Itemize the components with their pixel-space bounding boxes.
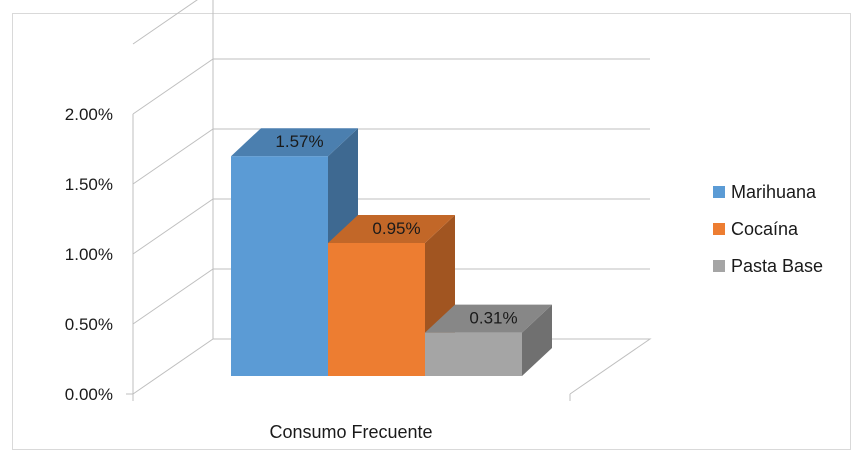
bar-top-face [328,215,455,243]
y-tick-label: 2.00% [65,105,113,124]
bar-coca-na [328,215,455,376]
legend: Marihuana Cocaína Pasta Base [713,182,823,276]
legend-item: Cocaína [713,219,799,239]
y-tick-label: 0.50% [65,315,113,334]
bar-front-face [425,332,522,376]
legend-swatch [713,260,725,272]
legend-item: Pasta Base [713,256,823,276]
gridline [132,0,198,45]
gridline [132,198,650,255]
legend-label: Marihuana [731,182,817,202]
bar-pasta-base [425,304,552,376]
data-labels: 1.57% 0.95% 0.31% [275,132,517,327]
gridline [132,58,650,115]
bars [231,128,552,376]
bar-side-face [522,304,552,376]
legend-label: Pasta Base [731,256,823,276]
gridline [132,268,650,325]
y-axis-ticks: 0.00% 0.50% 1.00% 1.50% 2.00% [65,105,113,404]
legend-swatch [713,186,725,198]
legend-label: Cocaína [731,219,799,239]
bar-top-face [231,128,358,157]
legend-item: Marihuana [713,182,817,202]
y-tick-label: 1.50% [65,175,113,194]
gridlines [132,0,650,325]
bar-top-face [425,304,552,333]
bar-front-face [328,243,425,376]
data-label: 1.57% [275,132,323,151]
data-label: 0.31% [469,309,517,328]
data-label: 0.95% [372,219,420,238]
x-category-label: Consumo Frecuente [269,422,432,442]
bar-front-face [231,156,328,376]
y-tick-label: 1.00% [65,245,113,264]
gridline [132,128,650,185]
legend-swatch [713,223,725,235]
y-tick-label: 0.00% [65,385,113,404]
